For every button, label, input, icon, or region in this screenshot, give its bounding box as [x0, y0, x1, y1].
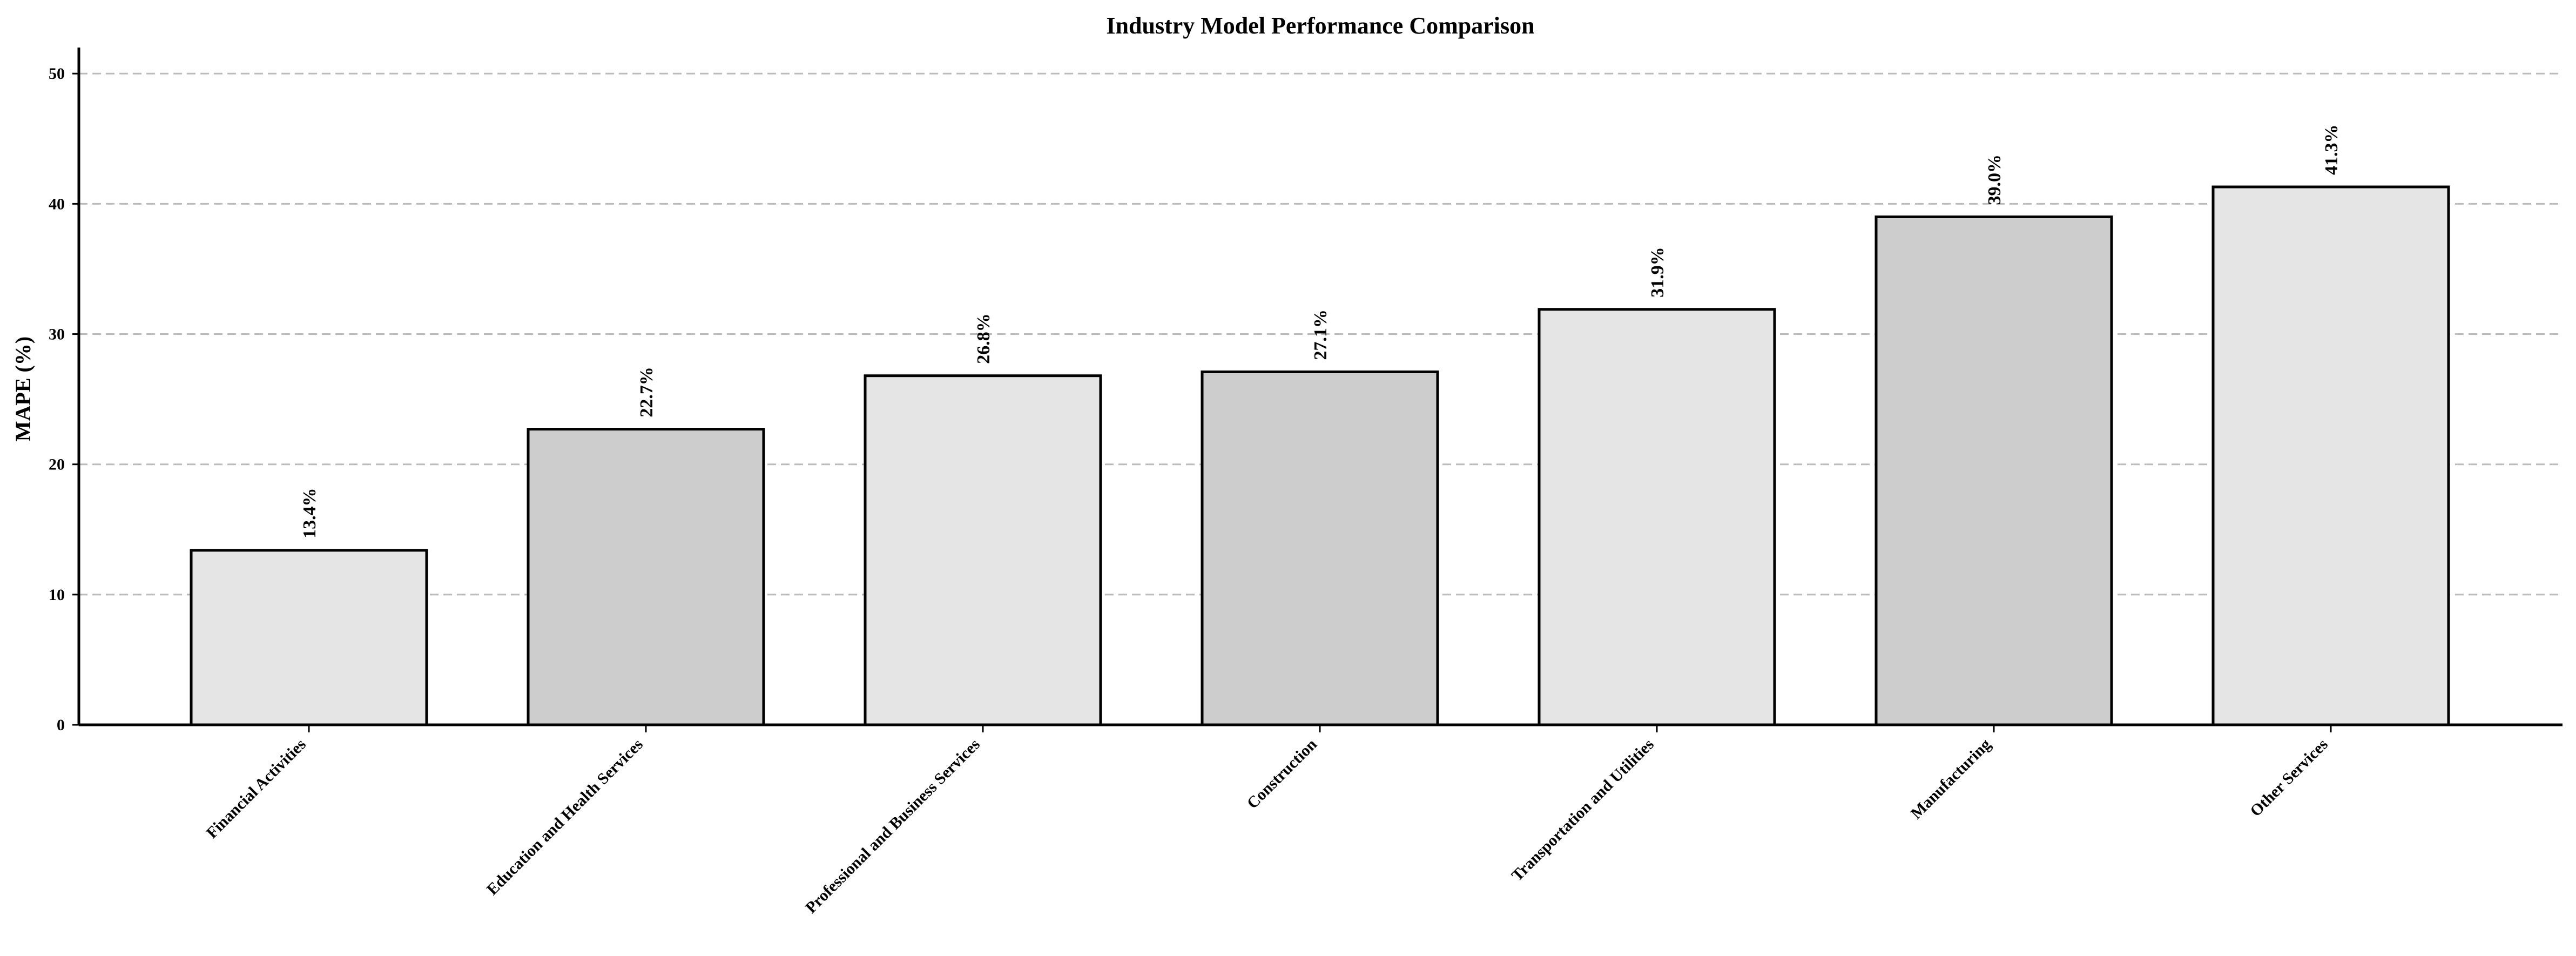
x-tick-label: Other Services [2247, 736, 2331, 820]
x-tick-label: Transportation and Utilities [1508, 736, 1657, 885]
x-tick-label: Financial Activities [203, 736, 309, 842]
data-label: 22.7% [637, 367, 657, 418]
data-label: 13.4% [300, 488, 320, 538]
x-ticks: Financial Activities Education and Health… [203, 725, 2332, 917]
bar [1201, 370, 1439, 726]
bar [190, 549, 428, 726]
x-tick-label: Construction [1244, 735, 1321, 812]
y-tick-label: 20 [49, 456, 65, 474]
x-tick-label: Education and Health Services [483, 736, 646, 899]
y-tick-label: 0 [57, 716, 65, 734]
x-tick-label: Manufacturing [1907, 736, 1994, 823]
data-label: 41.3% [2322, 125, 2342, 176]
bar [1874, 216, 2113, 726]
x-tick-label: Professional and Business Services [802, 736, 983, 917]
bar [864, 374, 1102, 726]
y-tick-label: 40 [49, 195, 65, 213]
chart-title: Industry Model Performance Comparison [1106, 12, 1534, 39]
y-axis-label: MAPE (%) [11, 336, 35, 441]
y-tick-label: 30 [49, 326, 65, 344]
bar [1537, 308, 1776, 726]
y-tick-label: 50 [49, 65, 65, 83]
bar [2211, 185, 2450, 726]
y-tick-label: 10 [49, 586, 65, 604]
bars [190, 185, 2450, 726]
data-label: 31.9% [1648, 247, 1668, 298]
data-labels: 13.4% 22.7% 26.8% 27.1% 31.9% 39.0% 41.3% [300, 125, 2342, 538]
bar [527, 428, 765, 726]
data-label: 27.1% [1311, 309, 1331, 360]
gridlines [79, 72, 2562, 596]
data-label: 39.0% [1985, 154, 2005, 205]
y-ticks: 0 10 20 30 40 50 [49, 65, 79, 734]
data-label: 26.8% [974, 313, 994, 364]
